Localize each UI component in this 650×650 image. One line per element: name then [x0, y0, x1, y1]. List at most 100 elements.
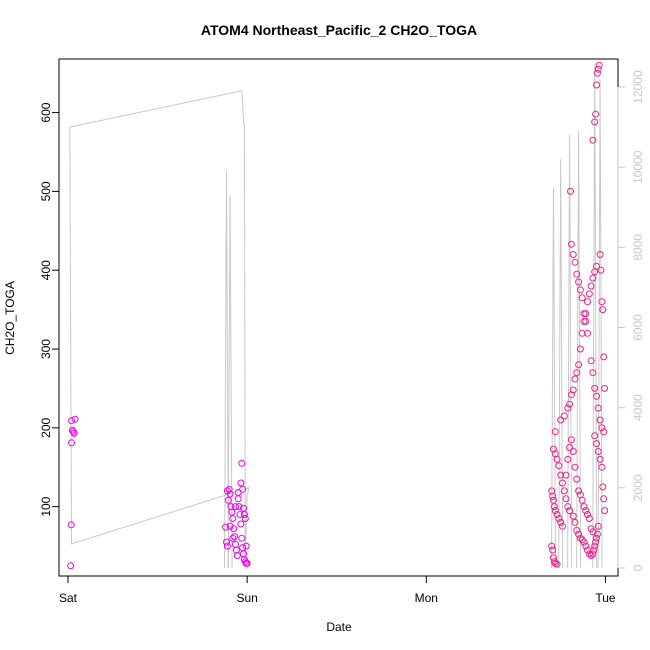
data-point: [555, 515, 563, 522]
data-point: [234, 495, 242, 503]
data-point: [564, 404, 572, 412]
data-point: [550, 503, 558, 511]
chart-title: ATOM4 Northeast_Pacific_2 CH2O_TOGA: [201, 22, 477, 38]
series-line-spike: [551, 187, 556, 568]
data-point: [578, 329, 586, 337]
data-point: [567, 436, 575, 444]
data-point: [596, 416, 604, 424]
series-line: [69, 63, 603, 568]
data-point: [235, 503, 243, 511]
data-point: [575, 361, 583, 369]
data-point: [569, 251, 577, 258]
data-point: [238, 459, 246, 467]
data-point: [68, 417, 75, 425]
y2-tick-label: 8000: [631, 234, 645, 261]
data-point: [67, 562, 75, 570]
data-point: [599, 483, 607, 491]
data-point: [549, 546, 557, 554]
y-axis: 100 200 300 400 500 600: [39, 102, 60, 517]
data-point: [589, 136, 597, 144]
data-point: [243, 559, 251, 567]
data-point: [576, 345, 584, 353]
data-point: [223, 542, 231, 550]
data-point: [224, 496, 232, 504]
data-point: [549, 492, 557, 500]
y-tick-label: 500: [39, 181, 53, 201]
data-point: [587, 552, 595, 559]
data-point: [70, 429, 78, 437]
x-tick-label: Tue: [595, 591, 616, 605]
data-point: [598, 463, 606, 471]
data-point: [226, 522, 234, 530]
data-point: [569, 386, 577, 394]
data-point: [567, 240, 575, 248]
data-point: [239, 544, 247, 552]
data-point: [584, 298, 591, 306]
data-point: [596, 455, 604, 463]
data-point: [566, 444, 574, 451]
data-point: [595, 61, 603, 69]
data-point: [578, 294, 586, 302]
data-point: [597, 266, 605, 274]
data-point: [593, 392, 600, 400]
data-point: [557, 416, 565, 424]
data-point: [569, 448, 577, 455]
y2-tick-label: 2000: [631, 474, 645, 501]
data-point: [600, 353, 608, 361]
data-point: [562, 471, 570, 479]
series-points: [67, 61, 609, 570]
data-point: [232, 546, 240, 554]
x-axis: Sat Sun Mon Tue: [59, 575, 616, 605]
data-point: [593, 262, 600, 270]
data-point: [584, 329, 591, 337]
data-point: [582, 317, 590, 325]
data-point: [582, 507, 590, 515]
y-tick-label: 600: [39, 102, 53, 122]
series-line-spike: [576, 131, 582, 568]
y-tick-label: 200: [39, 418, 53, 438]
data-point: [566, 400, 574, 408]
data-point: [573, 475, 581, 483]
data-point: [591, 542, 599, 550]
data-point: [564, 503, 572, 511]
data-point: [590, 546, 598, 554]
data-point: [593, 440, 600, 448]
data-point: [593, 534, 600, 542]
data-point: [600, 428, 608, 436]
data-point: [573, 270, 581, 278]
data-point: [559, 479, 566, 487]
data-point: [569, 512, 577, 520]
data-point: [601, 507, 609, 515]
data-point: [587, 282, 595, 290]
data-point: [594, 404, 602, 412]
data-point: [232, 503, 239, 511]
data-point: [551, 428, 559, 436]
data-point: [596, 251, 604, 258]
data-point: [551, 507, 559, 515]
data-point: [560, 412, 568, 420]
data-point: [593, 69, 601, 77]
data-point: [560, 487, 568, 495]
data-point: [242, 542, 250, 550]
data-point: [559, 522, 566, 530]
y-tick-label: 400: [39, 260, 53, 280]
data-point: [598, 298, 606, 306]
data-point: [553, 560, 561, 568]
series-line-spike: [592, 63, 598, 568]
data-point: [598, 424, 606, 432]
data-point: [575, 278, 583, 286]
y2-tick-label: 12000: [631, 70, 645, 104]
data-point: [575, 530, 583, 538]
data-point: [576, 286, 584, 294]
data-point: [594, 522, 602, 530]
data-point: [567, 187, 574, 195]
data-point: [226, 490, 234, 498]
data-point: [589, 274, 597, 282]
data-point: [585, 290, 593, 298]
y2-tick-label: 6000: [631, 314, 645, 341]
y-axis-label: CH2O_TOGA: [3, 281, 17, 355]
data-point: [580, 310, 588, 318]
data-point: [571, 463, 579, 471]
series-line-spike: [567, 135, 573, 568]
